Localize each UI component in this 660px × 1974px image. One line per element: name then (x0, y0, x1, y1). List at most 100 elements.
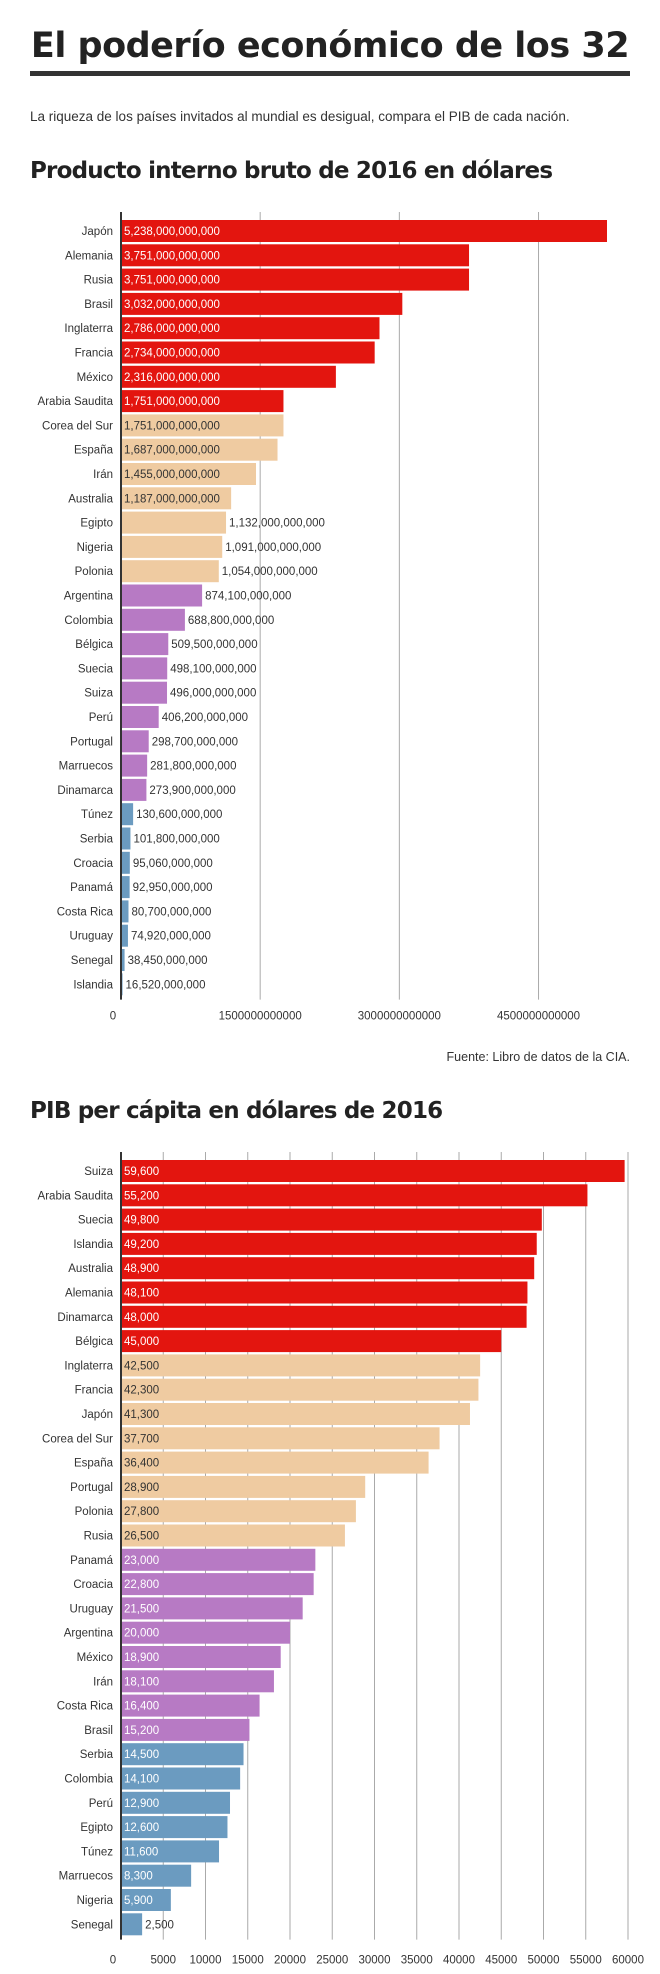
category-label: Argentina (64, 591, 114, 603)
category-label: Nigeria (77, 542, 114, 554)
value-label: 12,900 (124, 1798, 159, 1810)
tick-label: 4500000000000 (497, 1011, 580, 1023)
value-label: 498,100,000,000 (170, 663, 256, 675)
title-rule (30, 71, 630, 76)
bar (121, 1694, 260, 1717)
category-label: Perú (89, 1798, 113, 1810)
bar (121, 681, 168, 704)
category-label: Brasil (84, 299, 113, 311)
value-label: 874,100,000,000 (205, 591, 291, 603)
category-label: Suiza (84, 688, 113, 700)
value-label: 509,500,000,000 (171, 639, 257, 651)
tick-label: 50000 (528, 1955, 560, 1967)
value-label: 3,751,000,000,000 (124, 275, 220, 287)
category-label: Uruguay (70, 931, 114, 943)
bar (121, 1451, 429, 1474)
category-label: Egipto (80, 1822, 113, 1834)
page-title: El poderío económico de los 32 (30, 26, 630, 66)
category-label: México (77, 372, 113, 384)
category-label: Serbia (80, 1749, 114, 1761)
value-label: 2,786,000,000,000 (124, 323, 220, 335)
bar (121, 706, 159, 728)
category-label: Costa Rica (57, 1701, 114, 1713)
value-label: 22,800 (124, 1579, 159, 1591)
bar (121, 608, 185, 631)
bar (121, 463, 256, 485)
value-label: 37,700 (124, 1433, 159, 1445)
value-label: 42,500 (124, 1360, 159, 1372)
category-label: Perú (89, 712, 113, 724)
value-label: 3,751,000,000,000 (124, 250, 220, 262)
tick-label: 1500000000000 (219, 1011, 302, 1023)
bar (121, 1743, 244, 1766)
category-label: Panamá (70, 1555, 113, 1567)
value-label: 8,300 (124, 1871, 153, 1883)
bar (121, 754, 148, 777)
bar (121, 1889, 171, 1911)
category-label: Costa Rica (57, 906, 114, 918)
category-label: Brasil (84, 1725, 113, 1737)
category-label: Portugal (70, 736, 113, 748)
value-label: 14,100 (124, 1774, 159, 1786)
category-label: Arabia Saudita (38, 396, 114, 408)
value-label: 1,054,000,000,000 (222, 566, 318, 578)
gdp-bar-chart: Japón 5,238,000,000,000 Alemania 3,751,000,… (38, 212, 607, 1023)
bar (121, 1330, 502, 1353)
category-label: Colombia (64, 1774, 113, 1786)
category-label: Islandia (73, 1239, 113, 1251)
category-label: México (77, 1652, 113, 1664)
value-label: 26,500 (124, 1531, 159, 1543)
bar (121, 876, 130, 899)
value-label: 11,600 (124, 1846, 158, 1858)
bar (121, 220, 607, 242)
bar (121, 1475, 366, 1498)
tick-label: 40000 (443, 1955, 475, 1967)
category-label: Dinamarca (57, 785, 113, 797)
category-label: Japón (82, 1409, 113, 1421)
tick-label: 20000 (274, 1955, 306, 1967)
value-label: 92,950,000,000 (133, 882, 213, 894)
category-label: Inglaterra (64, 1360, 113, 1372)
value-label: 55,200 (124, 1190, 159, 1202)
value-label: 18,900 (124, 1652, 159, 1664)
bar (121, 1864, 192, 1887)
bar (121, 1816, 228, 1839)
tick-label: 30000 (359, 1955, 391, 1967)
value-label: 80,700,000,000 (131, 906, 211, 918)
category-label: Túnez (81, 809, 113, 821)
value-label: 23,000 (124, 1555, 159, 1567)
tick-label: 55000 (570, 1955, 602, 1967)
category-label: España (74, 445, 114, 457)
category-label: Japón (82, 226, 113, 238)
value-label: 21,500 (124, 1603, 159, 1615)
tick-label: 10000 (190, 1955, 222, 1967)
category-label: Suecia (78, 1215, 114, 1227)
value-label: 48,900 (124, 1263, 159, 1275)
category-label: Alemania (65, 1288, 114, 1300)
bar (121, 730, 149, 753)
category-label: Australia (68, 1263, 113, 1275)
category-label: Corea del Sur (42, 1433, 113, 1445)
category-label: Serbia (80, 834, 114, 846)
category-label: Rusia (84, 1531, 114, 1543)
category-label: Dinamarca (57, 1312, 113, 1324)
value-label: 1,132,000,000,000 (229, 518, 325, 530)
category-label: Alemania (65, 250, 114, 262)
category-label: Corea del Sur (42, 420, 113, 432)
value-label: 36,400 (124, 1458, 159, 1470)
category-label: Senegal (71, 1919, 113, 1931)
category-label: Irán (93, 1676, 113, 1688)
value-label: 1,687,000,000,000 (124, 445, 220, 457)
bar (121, 1840, 220, 1863)
value-label: 48,100 (124, 1288, 159, 1300)
category-label: Túnez (81, 1846, 113, 1858)
value-label: 16,520,000,000 (126, 979, 206, 991)
value-label: 101,800,000,000 (133, 834, 219, 846)
value-label: 74,920,000,000 (131, 931, 211, 943)
bar (121, 851, 130, 874)
bar (121, 1427, 440, 1450)
bar (121, 900, 129, 923)
value-label: 130,600,000,000 (136, 809, 222, 821)
value-label: 59,600 (124, 1166, 159, 1178)
value-label: 28,900 (124, 1482, 159, 1494)
